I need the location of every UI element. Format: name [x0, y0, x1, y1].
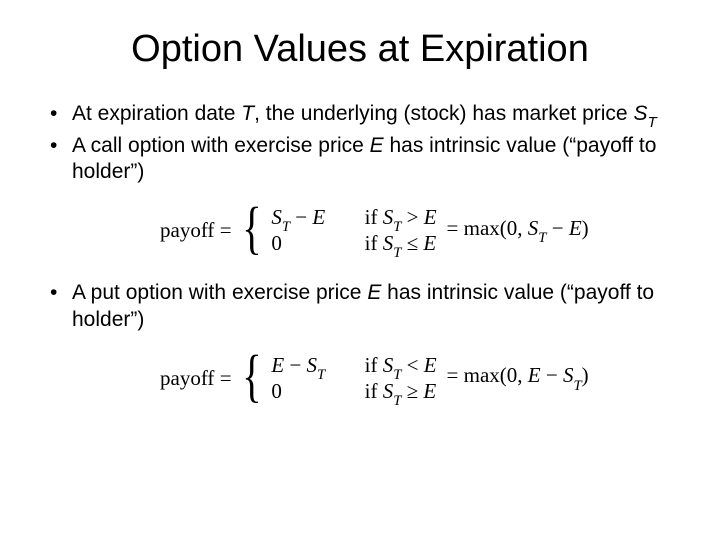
cr-S: S: [528, 216, 539, 240]
p1-if: if: [365, 353, 383, 377]
bullet-2: A call option with exercise price E has …: [46, 133, 680, 187]
bullet-1-var-S: S: [633, 102, 647, 125]
bullet-1: At expiration date T, the underlying (st…: [46, 101, 680, 131]
left-brace-icon-2: {: [242, 350, 261, 402]
call-case-2: 0 if ST ≤ E: [271, 230, 436, 256]
payoff-label: payoff =: [160, 218, 232, 243]
p1-E: E: [271, 353, 284, 377]
c1-minus: −: [290, 205, 312, 229]
p1c-E: E: [424, 353, 437, 377]
c1c-E: E: [424, 205, 437, 229]
bullet-1-text-a: At expiration date: [72, 102, 241, 125]
put-rhs: = max(0, E − ST): [447, 363, 589, 392]
c1-E: E: [312, 205, 325, 229]
eq-sign: =: [214, 218, 231, 242]
put-formula-row: payoff = { E − ST if ST < E 0 if ST ≥ E …: [160, 352, 680, 404]
call-case2-cond: if ST ≤ E: [365, 230, 437, 264]
put-case-1: E − ST if ST < E: [271, 352, 436, 378]
bullet-list: At expiration date T, the underlying (st…: [46, 101, 680, 186]
pr-minus: −: [541, 363, 563, 387]
cr-E: E: [569, 216, 582, 240]
call-case-1: ST − E if ST > E: [271, 204, 436, 230]
cr-Tsub: T: [538, 230, 546, 246]
payoff-word: payoff: [160, 218, 214, 242]
c2c-S: S: [383, 231, 394, 255]
eq-sign-2: =: [214, 366, 231, 390]
p2c-S: S: [383, 379, 394, 403]
bullet-list-2: A put option with exercise price E has i…: [46, 280, 680, 334]
call-payoff-formula: payoff = { ST − E if ST > E 0 if ST ≤ E …: [160, 204, 680, 256]
pr-E: E: [528, 363, 541, 387]
bullet-3-var-E: E: [367, 281, 381, 304]
pr-Tsub: T: [573, 378, 581, 394]
call-rhs: = max(0, ST − E): [447, 216, 589, 245]
payoff-label-2: payoff =: [160, 366, 232, 391]
c2-if: if: [365, 231, 383, 255]
cr-pre: = max(0,: [447, 216, 528, 240]
pr-post: ): [582, 363, 589, 387]
c1c-gt: >: [401, 205, 423, 229]
put-case2-value: 0: [271, 378, 345, 404]
c1c-S: S: [383, 205, 394, 229]
call-cases: ST − E if ST > E 0 if ST ≤ E: [271, 204, 436, 256]
c1-if: if: [365, 205, 383, 229]
slide: Option Values at Expiration At expiratio…: [0, 0, 720, 540]
bullet-2-text-a: A call option with exercise price: [72, 134, 370, 157]
bullet-3-text-a: A put option with exercise price: [72, 281, 367, 304]
slide-title: Option Values at Expiration: [40, 28, 680, 71]
c1c-Tsub: T: [393, 219, 401, 235]
c2c-E: E: [423, 231, 436, 255]
bullet-3: A put option with exercise price E has i…: [46, 280, 680, 334]
p1c-lt: <: [401, 353, 423, 377]
p2c-ge: ≥: [401, 379, 423, 403]
c2c-Tsub: T: [393, 245, 401, 261]
p1c-Tsub: T: [393, 367, 401, 383]
p2c-Tsub: T: [393, 393, 401, 409]
call-formula-row: payoff = { ST − E if ST > E 0 if ST ≤ E …: [160, 204, 680, 256]
cr-post: ): [582, 216, 589, 240]
bullet-1-sub-T: T: [647, 114, 656, 131]
put-case-2: 0 if ST ≥ E: [271, 378, 436, 404]
payoff-word-2: payoff: [160, 366, 214, 390]
c1-S: S: [271, 205, 282, 229]
put-case2-cond: if ST ≥ E: [365, 378, 437, 412]
bullet-1-text-b: , the underlying (stock) has market pric…: [254, 102, 633, 125]
pr-pre: = max(0,: [447, 363, 528, 387]
p1c-S: S: [383, 353, 394, 377]
put-cases: E − ST if ST < E 0 if ST ≥ E: [271, 352, 436, 404]
p1-Tsub: T: [317, 367, 325, 383]
put-payoff-formula: payoff = { E − ST if ST < E 0 if ST ≥ E …: [160, 352, 680, 404]
bullet-1-var-T: T: [241, 102, 254, 125]
bullet-2-var-E: E: [370, 134, 384, 157]
p1-minus: −: [284, 353, 306, 377]
p2-if: if: [365, 379, 383, 403]
c1-Tsub: T: [282, 219, 290, 235]
p1-S: S: [307, 353, 318, 377]
p2c-E: E: [423, 379, 436, 403]
left-brace-icon: {: [242, 202, 261, 254]
c2c-le: ≤: [401, 231, 423, 255]
cr-minus: −: [546, 216, 568, 240]
pr-S: S: [563, 363, 574, 387]
